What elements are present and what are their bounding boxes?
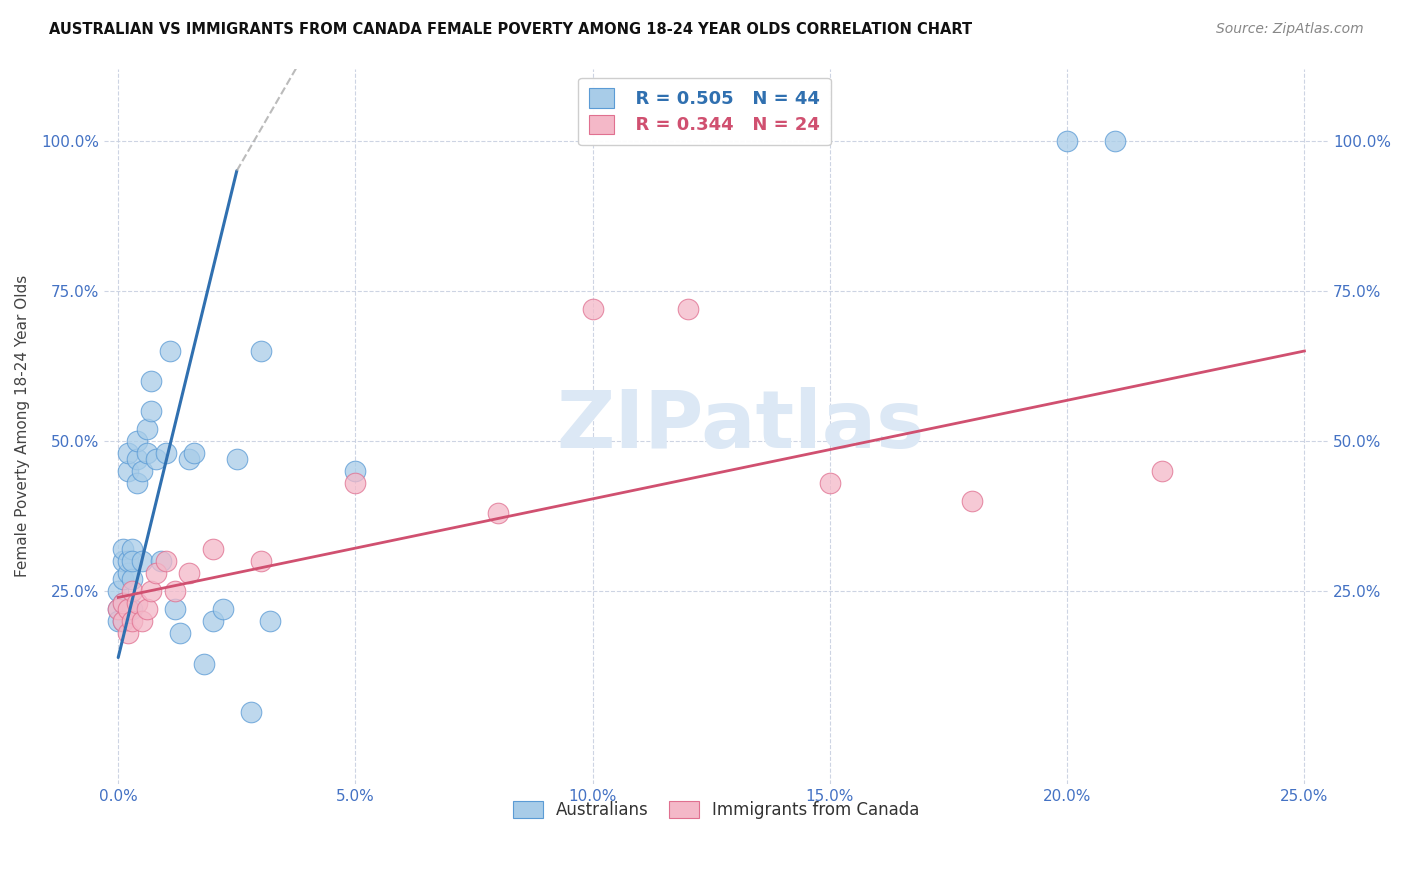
Point: [121, 542, 143, 557]
Point: [131, 464, 153, 478]
Point: [117, 602, 139, 616]
Point: [179, 452, 201, 467]
Point: [1104, 134, 1126, 148]
Point: [155, 446, 177, 460]
Point: [344, 476, 367, 491]
Point: [155, 554, 177, 568]
Point: [127, 434, 149, 449]
Point: [121, 584, 143, 599]
Point: [169, 626, 191, 640]
Point: [121, 615, 143, 629]
Point: [249, 554, 271, 568]
Point: [818, 476, 841, 491]
Point: [141, 374, 163, 388]
Point: [145, 566, 167, 581]
Y-axis label: Female Poverty Among 18-24 Year Olds: Female Poverty Among 18-24 Year Olds: [15, 275, 30, 577]
Point: [107, 602, 129, 616]
Point: [193, 657, 215, 671]
Point: [117, 602, 139, 616]
Point: [111, 554, 134, 568]
Text: ZIPatlas: ZIPatlas: [557, 387, 925, 465]
Text: Source: ZipAtlas.com: Source: ZipAtlas.com: [1216, 22, 1364, 37]
Point: [344, 464, 367, 478]
Point: [676, 301, 699, 316]
Point: [121, 602, 143, 616]
Point: [149, 554, 172, 568]
Point: [211, 602, 233, 616]
Point: [183, 446, 205, 460]
Point: [117, 446, 139, 460]
Point: [107, 602, 129, 616]
Point: [111, 615, 134, 629]
Point: [117, 464, 139, 478]
Point: [111, 573, 134, 587]
Point: [240, 705, 263, 719]
Point: [111, 542, 134, 557]
Text: AUSTRALIAN VS IMMIGRANTS FROM CANADA FEMALE POVERTY AMONG 18-24 YEAR OLDS CORREL: AUSTRALIAN VS IMMIGRANTS FROM CANADA FEM…: [49, 22, 973, 37]
Point: [117, 626, 139, 640]
Point: [117, 566, 139, 581]
Point: [127, 476, 149, 491]
Point: [111, 615, 134, 629]
Point: [135, 422, 157, 436]
Point: [131, 615, 153, 629]
Point: [202, 615, 225, 629]
Point: [962, 494, 984, 508]
Point: [145, 452, 167, 467]
Legend: Australians, Immigrants from Canada: Australians, Immigrants from Canada: [506, 794, 927, 825]
Point: [159, 343, 181, 358]
Point: [107, 615, 129, 629]
Point: [582, 301, 605, 316]
Point: [1152, 464, 1174, 478]
Point: [107, 584, 129, 599]
Point: [225, 452, 247, 467]
Point: [117, 554, 139, 568]
Point: [135, 446, 157, 460]
Point: [486, 506, 509, 520]
Point: [121, 573, 143, 587]
Point: [121, 554, 143, 568]
Point: [249, 343, 271, 358]
Point: [165, 602, 187, 616]
Point: [141, 404, 163, 418]
Point: [127, 596, 149, 610]
Point: [127, 452, 149, 467]
Point: [1056, 134, 1078, 148]
Point: [165, 584, 187, 599]
Point: [131, 554, 153, 568]
Point: [111, 596, 134, 610]
Point: [141, 584, 163, 599]
Point: [135, 602, 157, 616]
Point: [202, 542, 225, 557]
Point: [179, 566, 201, 581]
Point: [259, 615, 281, 629]
Point: [111, 596, 134, 610]
